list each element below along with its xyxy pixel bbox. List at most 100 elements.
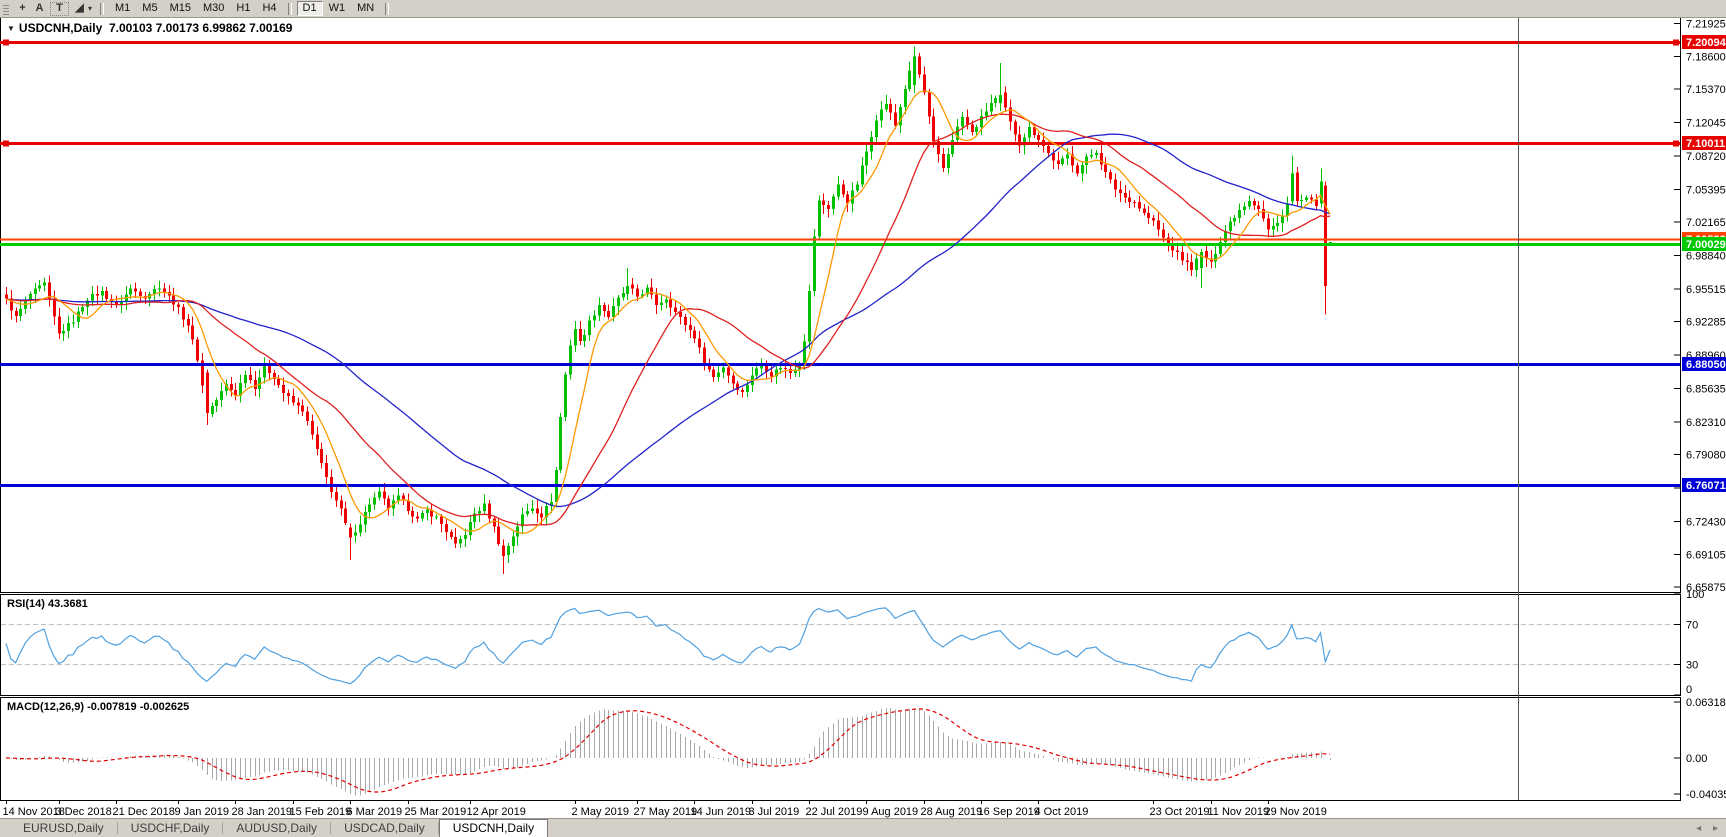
- price-badge-6.88050: 6.88050: [1682, 357, 1726, 371]
- chart-tab-bar: EURUSD,Daily USDCHF,Daily AUDUSD,Daily USDC…: [0, 818, 1726, 837]
- price-badge-7.10011: 7.10011: [1682, 136, 1726, 150]
- text-annotation-icon[interactable]: A: [35, 2, 44, 14]
- axis-label: 0.063184: [1686, 697, 1726, 709]
- ma-8-line: [5, 90, 1331, 535]
- symbol-list-toggle-icon[interactable]: ▼: [7, 24, 15, 33]
- axis-label: 6.98840: [1686, 251, 1726, 263]
- price-badge-6.76071: 6.76071: [1682, 478, 1726, 492]
- timeframe-h1-button[interactable]: H1: [236, 2, 251, 14]
- rsi-name: RSI(14): [7, 598, 45, 610]
- tab-eurusd[interactable]: EURUSD,Daily: [23, 821, 104, 835]
- date-label: 28 Aug 2019: [921, 806, 983, 818]
- timeframe-w1-button[interactable]: W1: [328, 2, 346, 14]
- date-label: 2 May 2019: [572, 806, 629, 818]
- tab-usdcad[interactable]: USDCAD,Daily: [344, 821, 425, 835]
- axis-label: 7.02165: [1686, 217, 1726, 229]
- toolbar-drag-handle[interactable]: [3, 2, 9, 15]
- axis-label: 6.85635: [1686, 383, 1726, 395]
- timeframe-h4-button[interactable]: H4: [262, 2, 277, 14]
- price-badge-7.00029: 7.00029: [1682, 237, 1726, 251]
- macd-values: -0.007819 -0.002625: [87, 701, 190, 713]
- date-label: 23 Oct 2019: [1150, 806, 1210, 818]
- symbol-period-label: USDCNH,Daily: [18, 21, 103, 35]
- hline-handle[interactable]: [3, 140, 9, 147]
- hline-handle[interactable]: [1673, 140, 1679, 147]
- ma-25-line: [5, 113, 1331, 526]
- price-badge-7.20094: 7.20094: [1682, 35, 1726, 49]
- date-label: 25 Mar 2019: [405, 806, 467, 818]
- axis-label: 0.00: [1686, 753, 1707, 765]
- axis-label: 6.72430: [1686, 516, 1726, 528]
- date-label: 15 Feb 2019: [290, 806, 352, 818]
- date-label: 22 Jul 2019: [806, 806, 863, 818]
- tab-separator: [330, 822, 332, 834]
- text-label-icon[interactable]: T: [50, 1, 69, 16]
- axis-label: 6.82310: [1686, 417, 1726, 429]
- hline-handle[interactable]: [1673, 39, 1679, 46]
- timeframe-buttons-group: M1 M5 M15 M30 H1 H4 D1 W1 MN: [109, 1, 394, 16]
- svg-text:7.00029: 7.00029: [1686, 239, 1726, 251]
- macd-name: MACD(12,26,9): [7, 701, 85, 713]
- date-label: 4 Oct 2019: [1035, 806, 1089, 818]
- axis-label: 6.95515: [1686, 284, 1726, 296]
- date-label: 6 Mar 2019: [347, 806, 403, 818]
- rsi-pane: [0, 594, 1681, 696]
- axis-label: 7.12045: [1686, 118, 1726, 130]
- axis-label: 7.15370: [1686, 84, 1726, 96]
- timeframe-m15-button[interactable]: M15: [169, 2, 191, 14]
- date-label: 3 Dec 2018: [56, 806, 112, 818]
- price-axis[interactable]: 7.21925 7.18600 7.15370 7.12045 7.08720 7.053…: [1674, 18, 1726, 801]
- axis-label: 30: [1686, 660, 1698, 672]
- axis-label: 70: [1686, 619, 1698, 631]
- rsi-value: 43.3681: [47, 598, 88, 610]
- date-label: 14 Jun 2019: [691, 806, 752, 818]
- tab-separator: [437, 822, 439, 834]
- hline-handle[interactable]: [3, 39, 9, 46]
- axis-label: 6.92285: [1686, 317, 1726, 329]
- date-label: 3 Jul 2019: [749, 806, 800, 818]
- axis-label: 6.65875: [1686, 582, 1726, 594]
- tab-usdcnh[interactable]: USDCNH,Daily: [438, 819, 549, 837]
- macd-signal-line: [5, 708, 1331, 793]
- date-label: 11 Nov 2019: [1208, 806, 1270, 818]
- main-pane: [0, 17, 1681, 593]
- crosshair-icon[interactable]: +: [19, 2, 26, 14]
- date-label: 27 May 2019: [634, 806, 698, 818]
- date-label: 9 Aug 2019: [863, 806, 919, 818]
- date-label: 16 Sep 2019: [978, 806, 1040, 818]
- svg-text:6.88050: 6.88050: [1686, 359, 1726, 371]
- tab-separator: [222, 822, 224, 834]
- timeframe-m30-button[interactable]: M30: [202, 2, 225, 14]
- timeframe-m1-button[interactable]: M1: [115, 2, 131, 14]
- axis-label: 7.05395: [1686, 185, 1726, 197]
- hline-7.20094[interactable]: [0, 39, 1680, 46]
- macd-pane: [0, 697, 1681, 801]
- toolbar: + A T ◢ ▾ M1 M5 M15 M30 H1 H4 D1 W1 MN: [0, 0, 1726, 18]
- tab-audusd[interactable]: AUDUSD,Daily: [236, 821, 318, 835]
- axis-label: 7.08720: [1686, 151, 1726, 163]
- tab-scroll-arrows[interactable]: ◂ ▸: [1687, 823, 1718, 834]
- axis-label: 7.18600: [1686, 52, 1726, 64]
- svg-text:6.76071: 6.76071: [1686, 480, 1726, 492]
- drawing-tools-group: + A T ◢ ▾: [14, 1, 95, 16]
- svg-text:7.20094: 7.20094: [1686, 37, 1726, 49]
- rsi-line: [5, 607, 1331, 685]
- axis-label: 7.21925: [1686, 18, 1726, 30]
- timeframe-mn-button[interactable]: MN: [357, 2, 375, 14]
- macd-label: MACD(12,26,9) -0.007819 -0.002625: [7, 701, 189, 713]
- tab-scroll-right-icon[interactable]: ▸: [1712, 823, 1718, 834]
- toolbar-separator: [385, 2, 390, 15]
- tab-usdchf[interactable]: USDCHF,Daily: [130, 821, 210, 835]
- dropdown-caret-icon[interactable]: ▾: [88, 4, 93, 13]
- timeframe-d1-button[interactable]: D1: [296, 1, 323, 16]
- date-label: 14 Nov 2018: [3, 806, 65, 818]
- candles: [5, 46, 1332, 574]
- hline-7.10011[interactable]: [0, 140, 1680, 147]
- timeframe-m5-button[interactable]: M5: [142, 2, 158, 14]
- date-label: 28 Jan 2019: [232, 806, 293, 818]
- tab-scroll-left-icon[interactable]: ◂: [1696, 823, 1702, 834]
- tab-separator: [116, 822, 118, 834]
- ma-55-line: [5, 133, 1331, 508]
- line-studies-icon[interactable]: ◢: [75, 2, 84, 14]
